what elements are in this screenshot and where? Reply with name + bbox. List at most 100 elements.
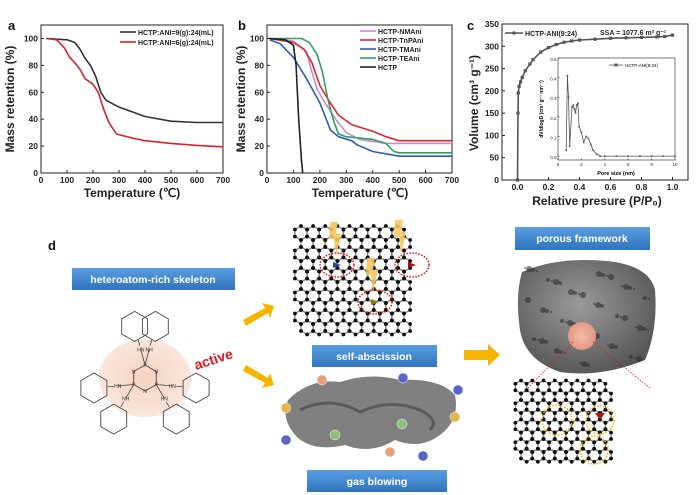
lattice-atom bbox=[377, 234, 382, 239]
lattice-atom bbox=[408, 308, 413, 312]
y-tick-label: 80 bbox=[29, 60, 39, 70]
lattice-atom bbox=[408, 322, 413, 326]
lattice-atom bbox=[390, 311, 394, 316]
x-tick-label: 600 bbox=[418, 175, 432, 185]
y-axis-title: Volume (cm³ g⁻¹) bbox=[467, 55, 481, 151]
lattice-atom bbox=[317, 269, 322, 274]
y-tick-label: 0.3 bbox=[550, 96, 557, 101]
bond bbox=[176, 385, 183, 388]
lattice-atom bbox=[564, 398, 568, 402]
pore bbox=[636, 356, 642, 362]
lattice-atom bbox=[592, 440, 597, 445]
lattice-atom bbox=[524, 401, 529, 406]
lattice-atom bbox=[377, 332, 382, 337]
graphene-lattice-defects bbox=[293, 220, 430, 337]
lattice-atom bbox=[299, 308, 303, 312]
pore-circle bbox=[579, 435, 609, 465]
lattice-atom bbox=[597, 378, 602, 383]
x-tick-label: 4 bbox=[604, 162, 607, 167]
bond bbox=[125, 384, 135, 399]
lattice-atom bbox=[592, 427, 597, 432]
lattice-atom bbox=[558, 459, 563, 464]
lattice-atom bbox=[353, 311, 358, 316]
x-tick-label: 300 bbox=[112, 175, 126, 185]
lattice-atom bbox=[519, 378, 523, 383]
phenyl-ring bbox=[141, 310, 169, 342]
lattice-atom bbox=[581, 381, 585, 386]
pore bbox=[586, 363, 590, 367]
lattice-atom bbox=[390, 269, 394, 274]
lattice-atom bbox=[353, 248, 358, 253]
lattice-atom bbox=[305, 276, 309, 281]
lattice-atom bbox=[530, 391, 535, 396]
lightning-icon bbox=[329, 222, 341, 257]
legend-label: HCTP:ANI=6(g):24(mL) bbox=[138, 40, 214, 47]
y-tick-label: 0.1 bbox=[550, 135, 557, 140]
pore bbox=[596, 271, 602, 277]
lattice-atom bbox=[552, 411, 557, 415]
lattice-atom bbox=[341, 318, 346, 323]
lattice-atom bbox=[547, 381, 552, 386]
pore bbox=[648, 298, 650, 300]
lattice-atom bbox=[586, 417, 591, 422]
lattice-atom bbox=[353, 276, 358, 281]
pore bbox=[642, 327, 646, 331]
lattice-bond bbox=[360, 319, 375, 336]
lattice-atom bbox=[323, 266, 328, 270]
gas-bubble bbox=[280, 434, 292, 446]
lattice-atom bbox=[347, 245, 352, 249]
lattice-atom bbox=[323, 287, 328, 291]
x-tick-label: 0.6 bbox=[605, 182, 617, 192]
atom-label: HN bbox=[161, 396, 169, 402]
lattice-atom bbox=[323, 322, 328, 326]
lattice-atom bbox=[329, 311, 334, 316]
lattice-atom bbox=[311, 259, 316, 263]
gas-bubble bbox=[396, 418, 408, 430]
lattice-atom bbox=[347, 287, 352, 291]
data-point bbox=[608, 36, 613, 40]
lattice-atom bbox=[359, 301, 364, 305]
data-point bbox=[571, 106, 573, 108]
lattice-atom bbox=[347, 224, 352, 228]
data-point bbox=[566, 74, 569, 77]
lattice-atom bbox=[305, 255, 309, 260]
y-tick-label: 0.0 bbox=[550, 155, 557, 160]
lattice-atom bbox=[402, 311, 406, 316]
phenyl-ring bbox=[80, 372, 108, 404]
lattice-bond bbox=[397, 319, 411, 336]
data-point bbox=[639, 35, 644, 39]
lattice-atom bbox=[390, 248, 394, 253]
lattice-atom bbox=[383, 301, 388, 305]
lattice-atom bbox=[390, 318, 394, 323]
lattice-atom bbox=[519, 437, 523, 441]
lattice-atom bbox=[396, 287, 400, 291]
lattice-atom bbox=[377, 269, 382, 274]
bond bbox=[107, 385, 114, 388]
lattice-atom bbox=[609, 430, 613, 435]
lattice-atom bbox=[323, 280, 328, 284]
inset-legend-label: HCTP-ANI(9:24) bbox=[625, 63, 659, 68]
data-point bbox=[663, 34, 667, 39]
data-point bbox=[604, 155, 606, 157]
lattice-atom bbox=[408, 280, 413, 284]
series-line-HCTP-TMAni bbox=[269, 39, 452, 157]
lattice-atom bbox=[592, 401, 597, 406]
x-tick-label: 0 bbox=[39, 175, 44, 185]
pore bbox=[622, 315, 628, 321]
defect-circle bbox=[357, 289, 393, 315]
chart-b-tga: Temperature (℃) Mass retention (%) HCTP-… bbox=[234, 24, 459, 200]
lattice-atom bbox=[597, 398, 602, 402]
lattice-atom bbox=[317, 227, 322, 232]
lattice-atom bbox=[347, 308, 352, 312]
lattice-atom bbox=[371, 322, 376, 326]
lattice-atom bbox=[293, 311, 297, 316]
lattice-atom bbox=[359, 259, 364, 263]
lattice-atom bbox=[569, 407, 574, 412]
lattice-atom bbox=[335, 266, 340, 270]
data-point bbox=[562, 40, 566, 44]
y-tick-label: 100 bbox=[24, 33, 38, 43]
data-point bbox=[567, 96, 570, 99]
lattice-atom bbox=[581, 420, 585, 425]
lattice-atom bbox=[347, 280, 352, 284]
lattice-atom bbox=[603, 407, 608, 412]
